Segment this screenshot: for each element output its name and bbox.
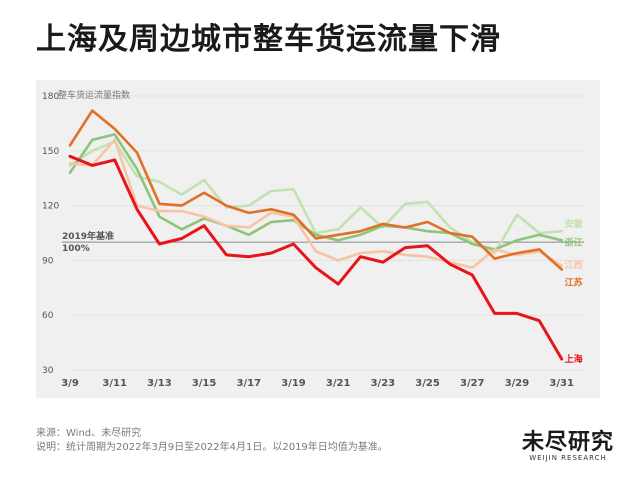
series-lines xyxy=(68,109,564,361)
x-tick-label: 3/13 xyxy=(147,378,172,389)
method-note: 说明：统计周期为2022年3月9日至2022年4月1日。以2019年日均值为基准… xyxy=(36,442,388,453)
chart: 30 60 90 120 150 180 3/9 3/11 3/13 3/15 3/17 3/19 3/… xyxy=(36,80,600,398)
x-tick-label: 3/23 xyxy=(371,378,396,389)
brand-name-en: WEIJIN RESEARCH xyxy=(529,454,607,462)
axes: 30 60 90 120 150 180 3/9 3/11 3/13 3/15 3/17 3/19 3/… xyxy=(42,92,574,389)
x-tick-label: 3/19 xyxy=(281,378,306,389)
y-axis-label: 整车货运流量指数 xyxy=(58,89,130,101)
series-label: 江西 xyxy=(565,259,583,271)
y-tick-label: 60 xyxy=(42,311,54,321)
series-line xyxy=(68,154,564,361)
y-tick-label: 150 xyxy=(42,147,59,157)
y-tick-label: 30 xyxy=(42,366,54,376)
series-label: 浙江 xyxy=(565,236,583,248)
brand-logo: 未尽研究 WEIJIN RESEARCH xyxy=(522,430,614,462)
source-note: 来源：Wind、未尽研究 xyxy=(36,428,142,439)
x-tick-label: 3/21 xyxy=(326,378,351,389)
x-tick-label: 3/25 xyxy=(415,378,440,389)
series-label: 上海 xyxy=(565,353,583,365)
series-line xyxy=(68,138,564,269)
x-tick-label: 3/29 xyxy=(505,378,530,389)
gridlines xyxy=(70,95,584,371)
x-tick-label: 3/9 xyxy=(61,378,79,389)
x-tick-label: 3/31 xyxy=(549,378,574,389)
y-tick-label: 180 xyxy=(42,92,59,102)
x-tick-label: 3/15 xyxy=(192,378,217,389)
series-label: 江苏 xyxy=(565,277,583,289)
line-chart: 30 60 90 120 150 180 3/9 3/11 3/13 3/15 3/17 3/19 3/… xyxy=(36,80,600,398)
y-tick-label: 90 xyxy=(42,256,54,266)
baseline-label-pct: 100% xyxy=(62,244,90,254)
series-line xyxy=(68,109,564,271)
x-tick-label: 3/17 xyxy=(237,378,262,389)
y-tick-label: 120 xyxy=(42,202,59,212)
baseline-label-year: 2019年基准 xyxy=(62,230,114,242)
page-title: 上海及周边城市整车货运流量下滑 xyxy=(36,22,501,57)
brand-name-cn: 未尽研究 xyxy=(521,429,614,455)
x-tick-label: 3/11 xyxy=(102,378,127,389)
series-label: 安徽 xyxy=(565,218,584,230)
x-tick-label: 3/27 xyxy=(460,378,485,389)
